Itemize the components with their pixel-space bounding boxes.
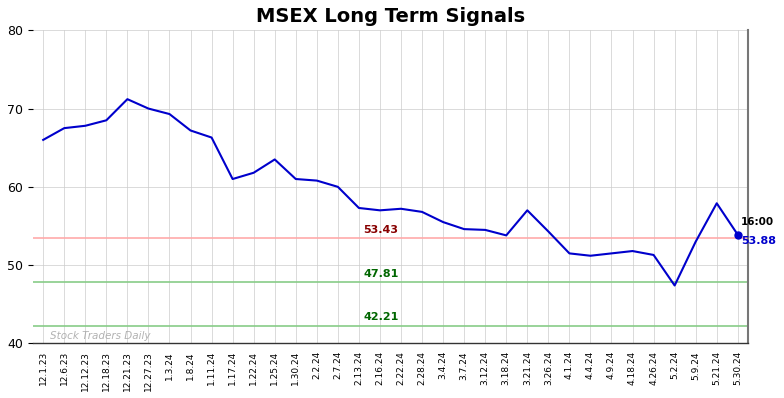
Text: 16:00: 16:00 bbox=[741, 217, 774, 227]
Text: 42.21: 42.21 bbox=[363, 312, 398, 322]
Text: Stock Traders Daily: Stock Traders Daily bbox=[49, 331, 150, 341]
Text: 53.43: 53.43 bbox=[363, 225, 398, 235]
Title: MSEX Long Term Signals: MSEX Long Term Signals bbox=[256, 7, 525, 26]
Text: 47.81: 47.81 bbox=[363, 269, 398, 279]
Text: 53.88: 53.88 bbox=[741, 236, 776, 246]
